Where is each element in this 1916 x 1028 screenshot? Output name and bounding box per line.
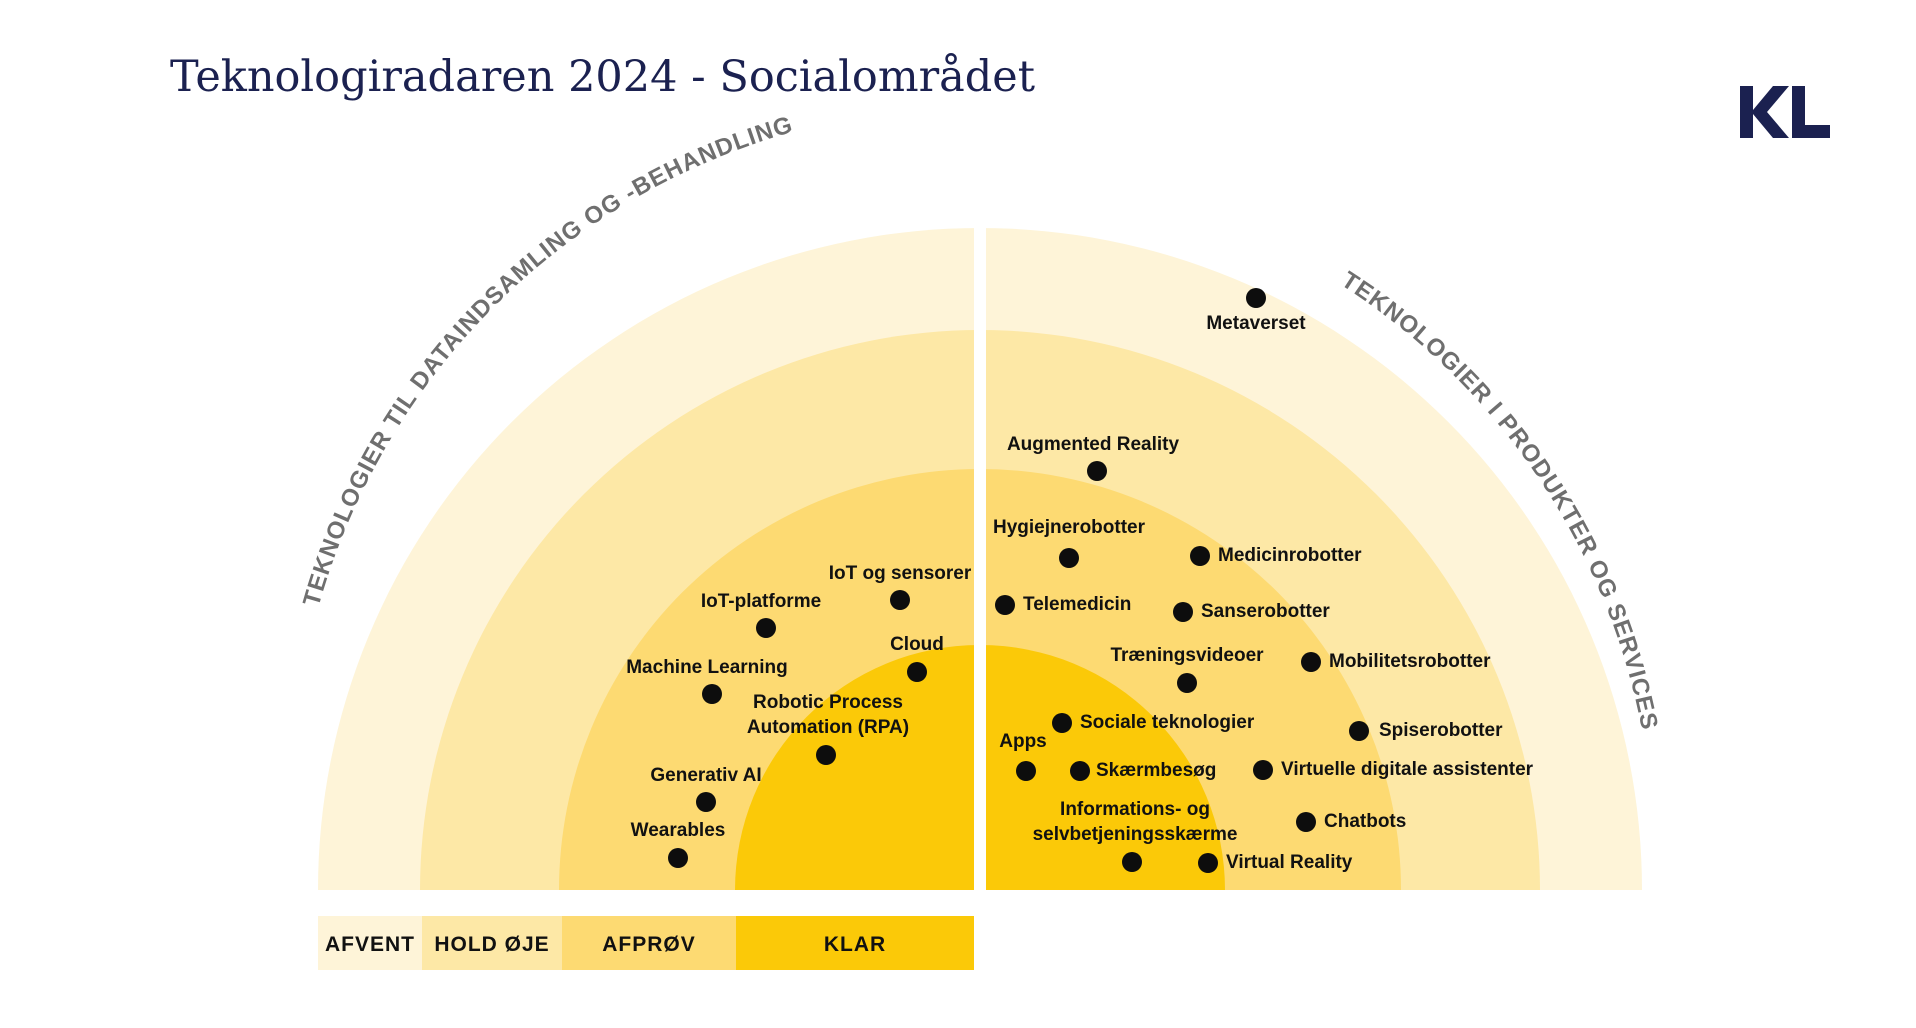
kl-logo: KL [1740,86,1830,138]
tech-point-medicinrobotter [1190,546,1210,566]
tech-item-chatbots: Chatbots [1296,811,1406,832]
tech-point-machine-learning [702,684,722,704]
tech-point-apps [1016,761,1036,781]
tech-label-medicinrobotter: Medicinrobotter [1218,545,1362,566]
tech-point-sanserobotter [1173,602,1193,622]
tech-item-sanserobotter: Sanserobotter [1173,601,1330,622]
tech-item-virtual-reality: Virtual Reality [1198,852,1353,873]
tech-label-virtuelle-digitale-assistenter: Virtuelle digitale assistenter [1281,759,1534,780]
tech-point-virtual-reality [1198,853,1218,873]
tech-item-skaermbesoeg: Skærmbesøg [1070,760,1216,781]
tech-label-mobilitetsrobotter: Mobilitetsrobotter [1329,651,1491,672]
tech-label-informations-og-selvbetjeningsskaerme-2: selvbetjeningsskærme [1033,824,1238,845]
tech-label-spiserobotter: Spiserobotter [1379,720,1503,741]
legend-cell-hold_oeje [422,916,562,970]
page-title: Teknologiradaren 2024 - Socialområdet [170,52,1036,102]
tech-label-wearables: Wearables [631,820,726,841]
tech-label-hygiejnerobotter: Hygiejnerobotter [993,517,1146,538]
tech-item-mobilitetsrobotter: Mobilitetsrobotter [1301,651,1491,672]
tech-point-iot-platforme [756,618,776,638]
tech-point-metaverset [1246,288,1266,308]
legend-label-klar: KLAR [824,933,886,956]
tech-point-virtuelle-digitale-assistenter [1253,760,1273,780]
tech-item-cloud: Cloud [890,634,944,682]
legend-label-hold_oeje: HOLD ØJE [434,933,549,956]
tech-item-sociale-teknologier: Sociale teknologier [1052,712,1255,733]
tech-point-telemedicin [995,595,1015,615]
tech-item-machine-learning: Machine Learning [626,657,788,704]
tech-item-augmented-reality: Augmented Reality [1007,434,1180,481]
tech-point-skaermbesoeg [1070,761,1090,781]
tech-point-spiserobotter [1349,721,1369,741]
tech-point-wearables [668,848,688,868]
tech-label-robotic-process-automation-rpa-1: Robotic Process [753,692,903,713]
tech-label-machine-learning: Machine Learning [626,657,788,678]
tech-item-generativ-ai: Generativ AI [650,765,762,812]
legend-label-afvent: AFVENT [325,933,415,956]
tech-item-virtuelle-digitale-assistenter: Virtuelle digitale assistenter [1253,759,1534,780]
tech-point-augmented-reality [1087,461,1107,481]
tech-label-skaermbesoeg: Skærmbesøg [1096,760,1216,781]
tech-item-iot-og-sensorer: IoT og sensorer [829,563,972,610]
legend-label-afproev: AFPRØV [602,933,696,956]
tech-label-robotic-process-automation-rpa-2: Automation (RPA) [747,717,909,738]
legend-cell-afvent [318,916,422,970]
tech-label-metaverset: Metaverset [1206,313,1306,334]
tech-item-spiserobotter: Spiserobotter [1349,720,1503,741]
tech-point-informations-og-selvbetjeningsskaerme [1122,852,1142,872]
tech-label-augmented-reality: Augmented Reality [1007,434,1180,455]
tech-item-iot-platforme: IoT-platforme [701,591,821,638]
legend-cell-afproev [562,916,736,970]
tech-point-chatbots [1296,812,1316,832]
tech-label-cloud: Cloud [890,634,944,655]
tech-label-telemedicin: Telemedicin [1023,594,1131,615]
tech-label-sanserobotter: Sanserobotter [1201,601,1330,622]
legend-cell-klar [736,916,974,970]
tech-point-hygiejnerobotter [1059,548,1079,568]
section-divider [974,210,986,900]
tech-point-cloud [907,662,927,682]
tech-item-robotic-process-automation-rpa: Robotic Process Automation (RPA) [747,692,909,765]
technology-points: IoT og sensorer IoT-platforme Cloud Machine… [626,288,1534,873]
tech-point-sociale-teknologier [1052,713,1072,733]
tech-point-robotic-process-automation-rpa [816,745,836,765]
tech-label-virtual-reality: Virtual Reality [1226,852,1353,873]
tech-label-iot-platforme: IoT-platforme [701,591,821,612]
tech-label-chatbots: Chatbots [1324,811,1406,832]
tech-label-sociale-teknologier: Sociale teknologier [1080,712,1255,733]
tech-label-iot-og-sensorer: IoT og sensorer [829,563,972,584]
tech-point-traeningsvideoer [1177,673,1197,693]
tech-item-hygiejnerobotter: Hygiejnerobotter [993,517,1146,568]
tech-label-traeningsvideoer: Træningsvideoer [1110,645,1264,666]
tech-point-generativ-ai [696,792,716,812]
tech-item-metaverset: Metaverset [1206,288,1306,334]
tech-point-iot-og-sensorer [890,590,910,610]
tech-item-informations-og-selvbetjeningsskaerme: Informations- og selvbetjeningsskærme [1033,799,1238,872]
tech-item-wearables: Wearables [631,820,726,868]
tech-item-apps: Apps [999,731,1047,781]
tech-point-mobilitetsrobotter [1301,652,1321,672]
tech-item-medicinrobotter: Medicinrobotter [1190,545,1362,566]
tech-label-generativ-ai: Generativ AI [650,765,761,786]
tech-item-telemedicin: Telemedicin [995,594,1131,615]
tech-label-informations-og-selvbetjeningsskaerme-1: Informations- og [1060,799,1210,820]
tech-item-traeningsvideoer: Træningsvideoer [1110,645,1264,693]
tech-label-apps: Apps [999,731,1047,752]
ring-legend: AFVENT HOLD ØJE AFPRØV KLAR [318,916,974,970]
